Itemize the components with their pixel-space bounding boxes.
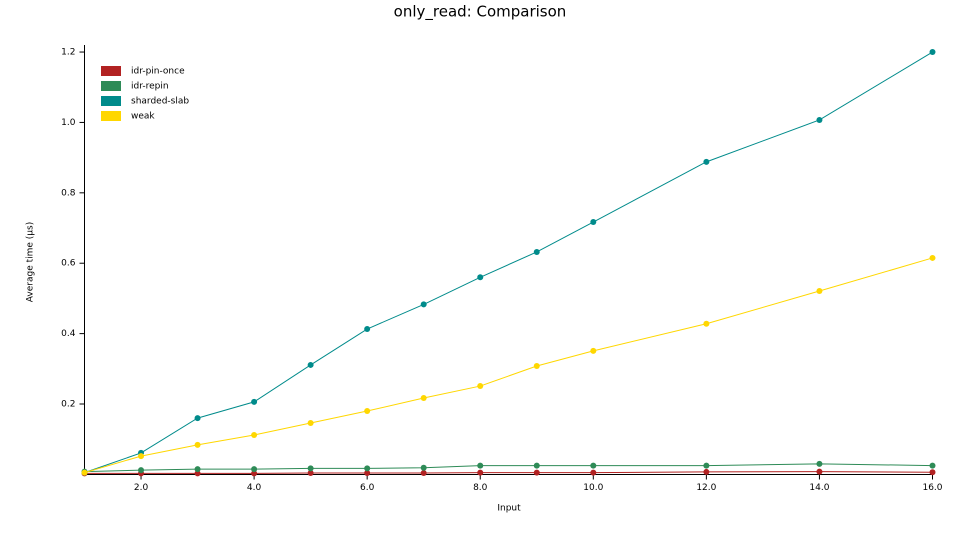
y-tick-label: 0.6 [61, 259, 76, 269]
data-point [816, 468, 823, 475]
data-point [816, 116, 823, 123]
y-tick-label: 1.2 [61, 48, 75, 58]
legend-swatch [101, 66, 121, 76]
data-point [929, 254, 936, 261]
legend-label: idr-pin-once [131, 67, 185, 77]
y-tick-label: 0.4 [61, 329, 76, 339]
x-tick-label: 12.0 [696, 483, 716, 493]
data-point [251, 431, 258, 438]
data-point [251, 398, 258, 405]
series-line [84, 471, 933, 474]
data-point [590, 469, 597, 476]
chart-title: only_read: Comparison [394, 3, 567, 22]
data-point [703, 468, 710, 475]
data-point [533, 462, 540, 469]
y-tick-label: 1.0 [61, 118, 76, 128]
data-point [138, 467, 145, 474]
data-point [703, 320, 710, 327]
data-point [816, 288, 823, 295]
x-tick-label: 8.0 [473, 483, 488, 493]
data-point [307, 361, 314, 368]
legend-swatch [101, 81, 121, 91]
data-point [194, 470, 201, 477]
y-tick-label: 0.2 [61, 400, 75, 410]
x-tick-label: 4.0 [247, 483, 262, 493]
data-point [477, 469, 484, 476]
x-tick-label: 2.0 [134, 483, 149, 493]
x-tick-label: 16.0 [922, 483, 942, 493]
data-point [929, 469, 936, 476]
data-point [590, 219, 597, 226]
legend-swatch [101, 96, 121, 106]
data-point [307, 469, 314, 476]
data-point [590, 347, 597, 354]
data-point [251, 470, 258, 477]
data-point [477, 462, 484, 469]
y-tick-label: 0.8 [61, 188, 76, 198]
x-tick-label: 6.0 [360, 483, 375, 493]
legend-label: weak [131, 112, 155, 122]
data-point [194, 466, 201, 473]
data-point [929, 462, 936, 469]
legend-label: idr-repin [131, 82, 169, 92]
data-point [81, 469, 88, 476]
series-line [84, 463, 933, 473]
data-point [477, 274, 484, 281]
x-axis-label: Input [497, 504, 521, 514]
data-point [307, 420, 314, 427]
data-point [703, 462, 710, 469]
data-point [590, 462, 597, 469]
data-point [307, 465, 314, 472]
data-point [533, 469, 540, 476]
data-point [251, 466, 258, 473]
data-point [533, 362, 540, 369]
x-tick-label: 10.0 [583, 483, 603, 493]
data-point [420, 469, 427, 476]
data-point [138, 453, 145, 460]
y-axis-label: Average time (µs) [26, 222, 36, 302]
data-point [420, 301, 427, 308]
data-point [364, 326, 371, 333]
x-tick-label: 14.0 [809, 483, 829, 493]
data-point [420, 464, 427, 471]
data-point [194, 415, 201, 422]
data-point [194, 441, 201, 448]
series-line [84, 51, 933, 474]
legend-label: sharded-slab [131, 97, 189, 107]
data-point [364, 408, 371, 415]
data-point [477, 383, 484, 390]
data-point [420, 395, 427, 402]
data-point [533, 248, 540, 255]
series-line [84, 257, 933, 474]
data-point [703, 158, 710, 165]
data-point [816, 460, 823, 467]
data-point [364, 469, 371, 476]
data-point [929, 49, 936, 56]
legend-swatch [101, 111, 121, 121]
data-point [364, 465, 371, 472]
